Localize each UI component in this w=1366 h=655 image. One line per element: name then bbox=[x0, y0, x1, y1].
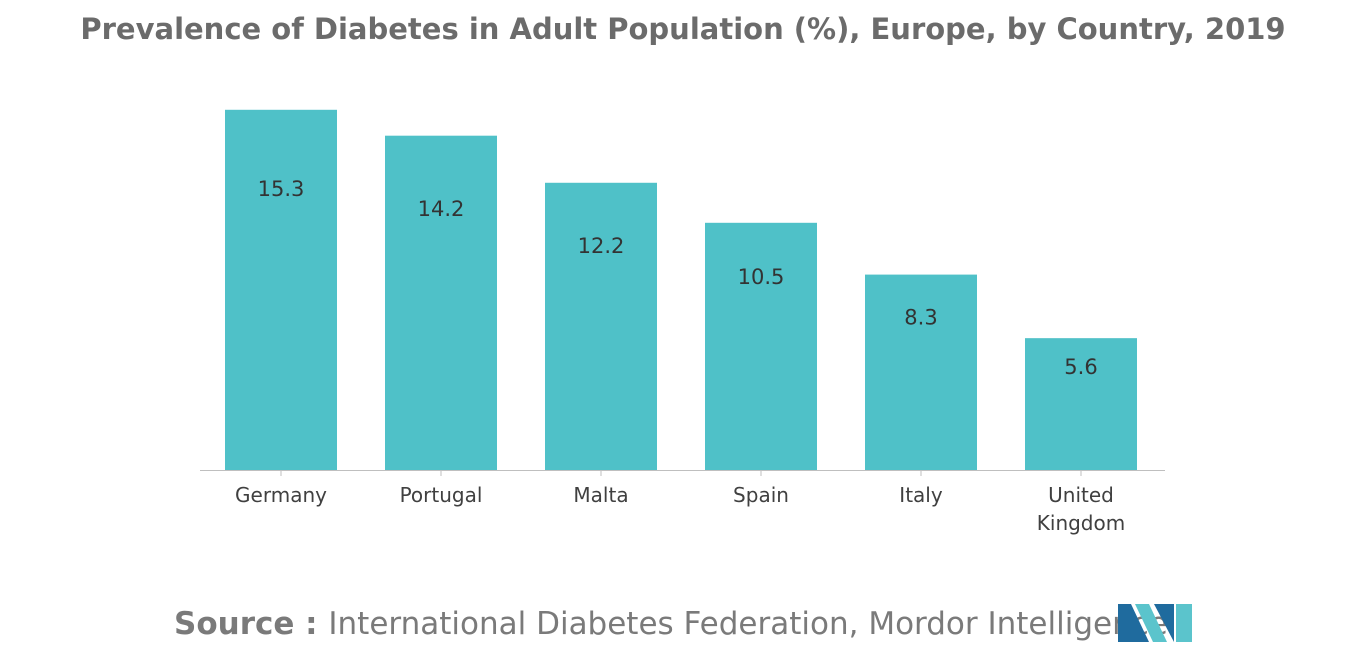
source-text: International Diabetes Federation, Mordo… bbox=[328, 606, 1168, 642]
x-tick-label: Italy bbox=[899, 483, 943, 507]
chart-title: Prevalence of Diabetes in Adult Populati… bbox=[80, 12, 1286, 46]
x-tick-label: Kingdom bbox=[1037, 511, 1125, 535]
x-tick-label: Malta bbox=[573, 483, 628, 507]
bar-value-label: 10.5 bbox=[738, 265, 785, 289]
x-tick-label: Spain bbox=[733, 483, 789, 507]
bar-malta bbox=[545, 182, 657, 470]
logo-shape-mid bbox=[1135, 604, 1167, 642]
x-tick-label: Portugal bbox=[400, 483, 483, 507]
bar-italy bbox=[865, 274, 977, 470]
logo-shape-far bbox=[1176, 604, 1192, 642]
bar-value-label: 5.6 bbox=[1064, 355, 1097, 379]
bar-value-label: 8.3 bbox=[904, 306, 937, 330]
bar-germany bbox=[225, 109, 337, 471]
x-tick-label: United bbox=[1048, 483, 1114, 507]
source-note: Source : International Diabetes Federati… bbox=[174, 606, 1168, 642]
logo-shape-left bbox=[1118, 604, 1149, 642]
x-tick-label: Germany bbox=[235, 483, 327, 507]
logo-shape-right bbox=[1154, 604, 1174, 642]
bar-portugal bbox=[385, 135, 497, 471]
bar-value-label: 12.2 bbox=[578, 234, 625, 258]
mordor-intelligence-logo-icon bbox=[1118, 604, 1192, 642]
bar-value-label: 15.3 bbox=[258, 177, 305, 201]
bar-value-label: 14.2 bbox=[418, 197, 465, 221]
bar-chart: 15.3 Germany 14.2 Portugal 12.2 Malta 10.5 Spai… bbox=[200, 109, 1165, 535]
source-prefix: Source : bbox=[174, 606, 329, 642]
bar-spain bbox=[705, 222, 817, 470]
bar-united-kingdom bbox=[1025, 338, 1137, 470]
